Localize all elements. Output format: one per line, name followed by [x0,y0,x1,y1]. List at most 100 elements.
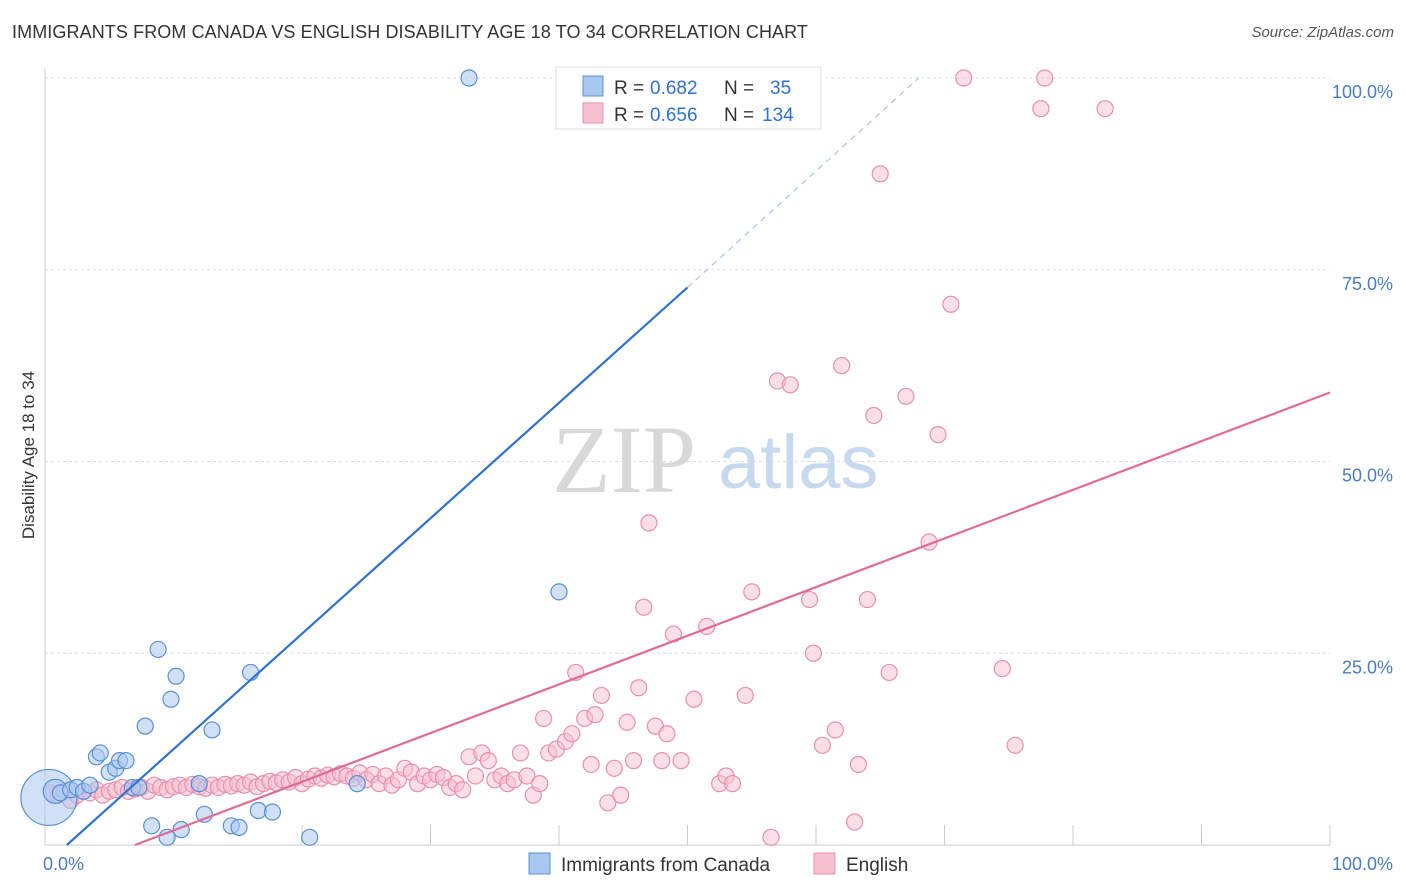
series-legend: Immigrants from Canada English [528,852,908,876]
n-label: N = [724,78,759,99]
english-point-74 [518,767,536,785]
stats-legend-row-canada: R = 0.682 N = 35 [614,78,791,99]
english-point-118 [865,406,883,425]
english-point-99 [672,752,690,770]
canada-point-30 [301,828,319,846]
canada-point-27 [242,663,260,682]
english-point-104 [723,775,742,793]
canada-point-14 [130,778,148,797]
english-point-100 [685,690,703,708]
x-tick-labels: 0.0% 100.0% [43,854,1393,874]
canada-point-19 [162,690,180,708]
english-point-87 [599,794,617,812]
r-label: R = [614,78,649,99]
canada-point-33 [550,583,568,601]
english-point-127 [1006,736,1024,754]
english-point-113 [826,721,844,739]
english-point-116 [849,755,868,774]
canada-point-29 [263,803,282,821]
chart-title: IMMIGRANTS FROM CANADA VS ENGLISH DISABI… [12,22,809,42]
english-point-77 [534,709,553,728]
english-point-125 [955,69,973,87]
english-point-84 [582,755,600,774]
source-label: Source: ZipAtlas.com [1251,24,1394,41]
english-point-111 [804,644,823,662]
english-point-89 [612,786,630,804]
english-point-93 [635,598,653,616]
stats-legend-swatch-canada [582,75,604,97]
english-point-129 [1036,69,1054,87]
english-point-119 [871,165,889,183]
canada-point-31 [348,775,366,793]
english-point-64 [454,781,472,799]
english-point-76 [531,775,549,793]
english-point-105 [736,686,754,705]
english-trend-line [134,391,1331,847]
x-tick-label-0: 0.0% [43,854,84,874]
english-point-109 [781,376,799,394]
y-tick-label-3: 100.0% [1332,82,1393,102]
series-legend-label-english: English [846,855,908,876]
canada-point-20 [167,667,185,685]
n-label: N = [724,105,759,126]
series-legend-swatch-canada [528,852,551,875]
english-point-124 [942,295,960,313]
n-value: 35 [770,78,791,99]
english-point-123 [929,426,947,444]
english-point-81 [563,725,581,743]
canada-point-17 [149,640,167,659]
english-point-107 [762,828,780,846]
canada-point-28 [249,801,267,820]
stats-legend: R = 0.682 N = 35 R = 0.656 N = 134 [555,66,822,130]
stats-legend-row-english: R = 0.656 N = 134 [614,105,794,126]
english-point-126 [993,659,1011,678]
series-legend-label-canada: Immigrants from Canada [561,855,771,876]
canada-point-26 [230,818,248,836]
english-point-120 [880,663,898,682]
english-point-68 [479,752,497,770]
canada-point-8 [91,744,109,762]
y-axis-title: Disability Age 18 to 34 [19,371,38,539]
canada-point-12 [117,752,135,770]
n-value: 134 [762,105,794,126]
canada-point-15 [136,717,154,735]
english-point-128 [1032,100,1050,118]
y-tick-label-0: 25.0% [1342,657,1393,677]
canada-point-22 [190,775,208,793]
canada-point-32 [460,69,478,87]
y-tick-label-2: 75.0% [1342,274,1393,294]
canada-trend-extension [687,77,920,288]
trend-lines [66,77,1331,847]
y-tick-labels: 25.0% 50.0% 75.0% 100.0% [1332,82,1393,677]
english-point-117 [858,590,877,609]
english-point-115 [845,813,864,831]
english-point-88 [605,759,623,777]
r-value: 0.656 [650,105,698,126]
english-point-66 [466,767,485,785]
english-point-86 [592,686,611,705]
english-point-92 [630,679,648,697]
canada-trend-line [66,286,689,846]
watermark: ZIP atlas [552,406,879,513]
stats-legend-swatch-english [582,102,604,124]
english-point-121 [897,387,915,405]
watermark-zip: ZIP [552,406,696,513]
english-point-91 [624,752,643,770]
grid [45,77,1330,654]
series-legend-swatch-english [813,852,836,875]
english-point-110 [800,590,819,609]
canada-point-6 [81,776,99,794]
english-point-73 [511,744,530,762]
english-point-85 [586,706,604,724]
y-tick-label-1: 50.0% [1342,466,1393,486]
canada-points [20,69,587,846]
x-tick-label-1: 100.0% [1332,854,1393,874]
english-point-90 [618,713,636,731]
english-point-114 [833,357,851,375]
canada-point-24 [203,721,221,739]
english-point-97 [658,725,676,743]
english-point-96 [653,752,671,770]
english-point-112 [813,736,832,754]
r-label: R = [614,105,649,126]
